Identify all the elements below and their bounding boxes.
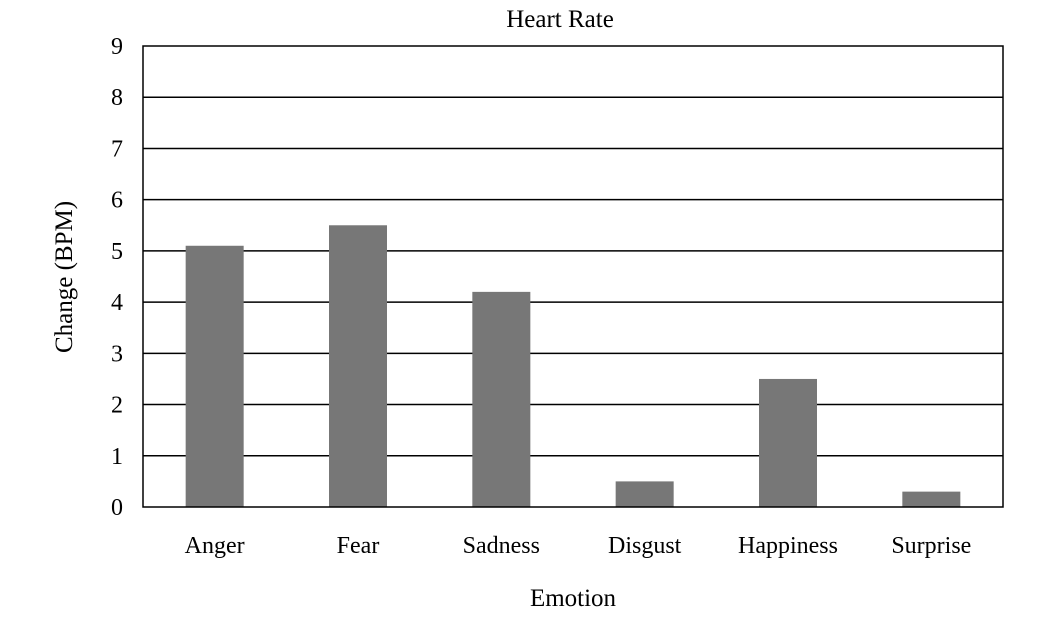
x-tick-label-happiness: Happiness	[738, 533, 838, 559]
gridlines	[143, 96, 1003, 457]
y-tick-label: 0	[111, 495, 123, 521]
x-tick-label-disgust: Disgust	[608, 533, 682, 559]
y-tick-label: 2	[111, 393, 123, 419]
bar-happiness	[759, 378, 817, 507]
y-tick-label: 5	[111, 239, 123, 265]
chart-title: Heart Rate	[506, 6, 614, 33]
y-tick-label: 6	[111, 188, 123, 214]
x-tick-label-anger: Anger	[185, 533, 245, 559]
plot-area-frame	[142, 45, 1004, 508]
bar-surprise	[902, 491, 961, 507]
y-tick-label: 3	[111, 341, 123, 367]
y-tick-label: 7	[111, 136, 123, 162]
y-tick-labels: 0 1 2 3 4 5 6 7 8 9	[111, 34, 123, 521]
bars	[185, 225, 961, 507]
bar-fear	[329, 225, 387, 507]
x-tick-labels: Anger Fear Sadness Disgust Happiness Surprise	[185, 533, 972, 559]
y-tick-label: 4	[111, 290, 123, 316]
x-tick-label-sadness: Sadness	[463, 533, 540, 559]
bar-disgust	[615, 481, 674, 507]
x-tick-label-surprise: Surprise	[891, 533, 971, 559]
x-tick-label-fear: Fear	[337, 533, 380, 559]
bar-sadness	[472, 291, 531, 507]
x-axis-title: Emotion	[530, 585, 617, 612]
bar-anger	[185, 245, 244, 507]
y-tick-label: 1	[111, 444, 123, 470]
y-axis-title: Change (BPM)	[51, 201, 78, 353]
y-tick-label: 8	[111, 85, 123, 111]
y-tick-label: 9	[111, 34, 123, 60]
